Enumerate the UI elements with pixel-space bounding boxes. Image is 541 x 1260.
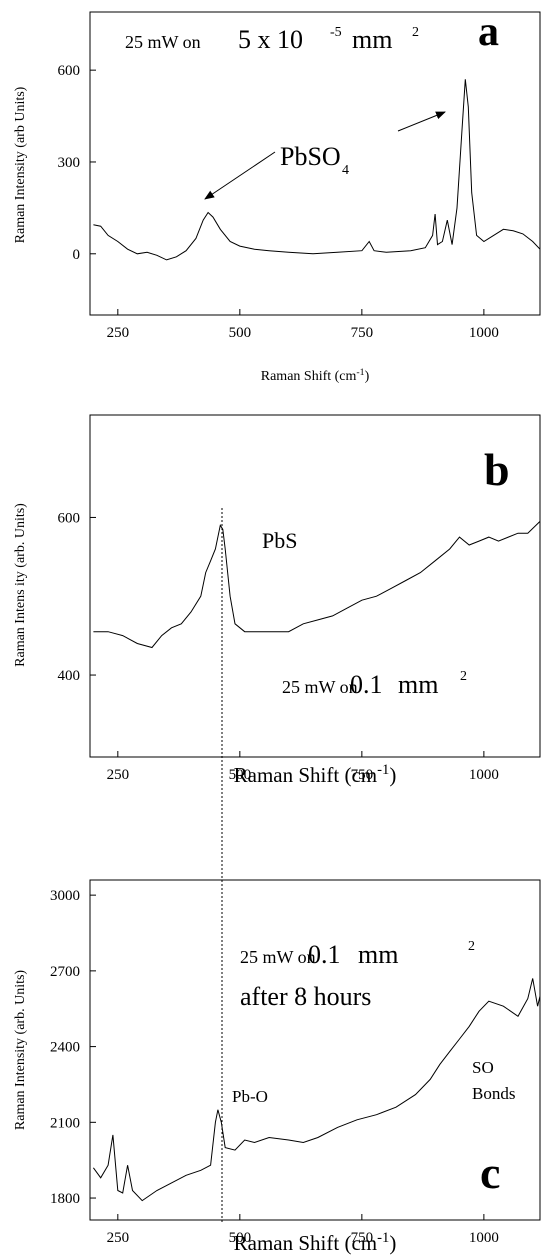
y-tick-label: 2700 — [50, 964, 80, 980]
y-axis-label: Raman Intensity (arb Units) — [13, 86, 28, 243]
y-tick-label: 400 — [58, 668, 81, 684]
annotation: mm — [358, 940, 398, 969]
annotation: mm — [398, 670, 438, 699]
y-tick-label: 0 — [73, 247, 81, 263]
x-tick-label: 250 — [107, 1230, 130, 1246]
plot-frame — [89, 879, 541, 1221]
annotation: after 8 hours — [240, 982, 371, 1011]
x-axis-label: Raman Shift (cm-1) — [261, 367, 370, 385]
x-tick-label: 1000 — [469, 325, 499, 341]
x-tick-label: 250 — [107, 767, 130, 783]
plot-frame — [89, 11, 541, 316]
y-axis-label: Raman Intensity (arb. Units) — [13, 970, 28, 1131]
annotation: 25 mW on — [125, 32, 201, 52]
y-axis-label: Raman Intens ity (arb. Units) — [13, 503, 28, 667]
spectrum-line — [93, 521, 541, 649]
spectrum-line — [93, 79, 541, 261]
annotation: Pb-O — [232, 1087, 268, 1106]
y-tick-label: 600 — [58, 63, 81, 79]
x-axis-label-part: ) — [389, 763, 396, 787]
x-axis-label-part: Raman Shift (cm — [261, 369, 357, 384]
x-tick-label: 500 — [229, 767, 252, 783]
y-tick-label: 2100 — [50, 1115, 80, 1131]
x-axis-label-part: -1 — [356, 367, 364, 378]
plot-frame — [89, 414, 541, 758]
panel-label: a — [478, 9, 499, 55]
annotation: 2 — [412, 25, 419, 40]
annotation: Bonds — [472, 1084, 515, 1103]
arrow — [397, 111, 446, 132]
x-tick-label: 750 — [351, 767, 374, 783]
x-tick-label: 1000 — [469, 1230, 499, 1246]
panel-label: c — [480, 1147, 500, 1198]
x-tick-label: 500 — [229, 325, 252, 341]
x-axis-label-part: ) — [365, 369, 370, 384]
x-tick-label: 500 — [229, 1230, 252, 1246]
arrow — [204, 151, 276, 200]
x-axis-label-part: ) — [389, 1231, 396, 1255]
y-tick-label: 3000 — [50, 888, 80, 904]
y-tick-label: 2400 — [50, 1040, 80, 1056]
x-axis-label: Raman Shift (cm-1) — [234, 1230, 397, 1255]
annotation: SO — [472, 1058, 494, 1077]
x-axis-label-part: Raman Shift (cm — [234, 1231, 377, 1255]
x-tick-label: 750 — [351, 325, 374, 341]
annotation: 25 mW on — [282, 677, 358, 697]
annotation: mm — [352, 25, 392, 54]
x-axis-label-part: -1 — [377, 1230, 389, 1246]
x-axis-label-part: -1 — [377, 762, 389, 778]
annotation: 25 mW on — [240, 947, 316, 967]
panel-label: b — [484, 444, 510, 495]
annotation: 0.1 — [350, 670, 383, 699]
annotation: 2 — [460, 669, 467, 684]
x-axis-label: Raman Shift (cm-1) — [234, 762, 397, 787]
x-axis-label-part: Raman Shift (cm — [234, 763, 377, 787]
y-tick-label: 600 — [58, 510, 81, 526]
annotation: PbSO — [280, 142, 341, 171]
spectrum-line — [92, 978, 541, 1202]
x-tick-label: 250 — [107, 325, 130, 341]
x-tick-label: 750 — [351, 1230, 374, 1246]
annotation: 4 — [342, 163, 349, 178]
annotation: PbS — [262, 528, 297, 553]
annotation: -5 — [330, 25, 342, 40]
annotation: 2 — [468, 939, 475, 954]
x-tick-label: 1000 — [469, 767, 499, 783]
annotation: 0.1 — [308, 940, 341, 969]
y-tick-label: 1800 — [50, 1191, 80, 1207]
y-tick-label: 300 — [58, 155, 81, 171]
annotation: 5 x 10 — [238, 25, 303, 54]
